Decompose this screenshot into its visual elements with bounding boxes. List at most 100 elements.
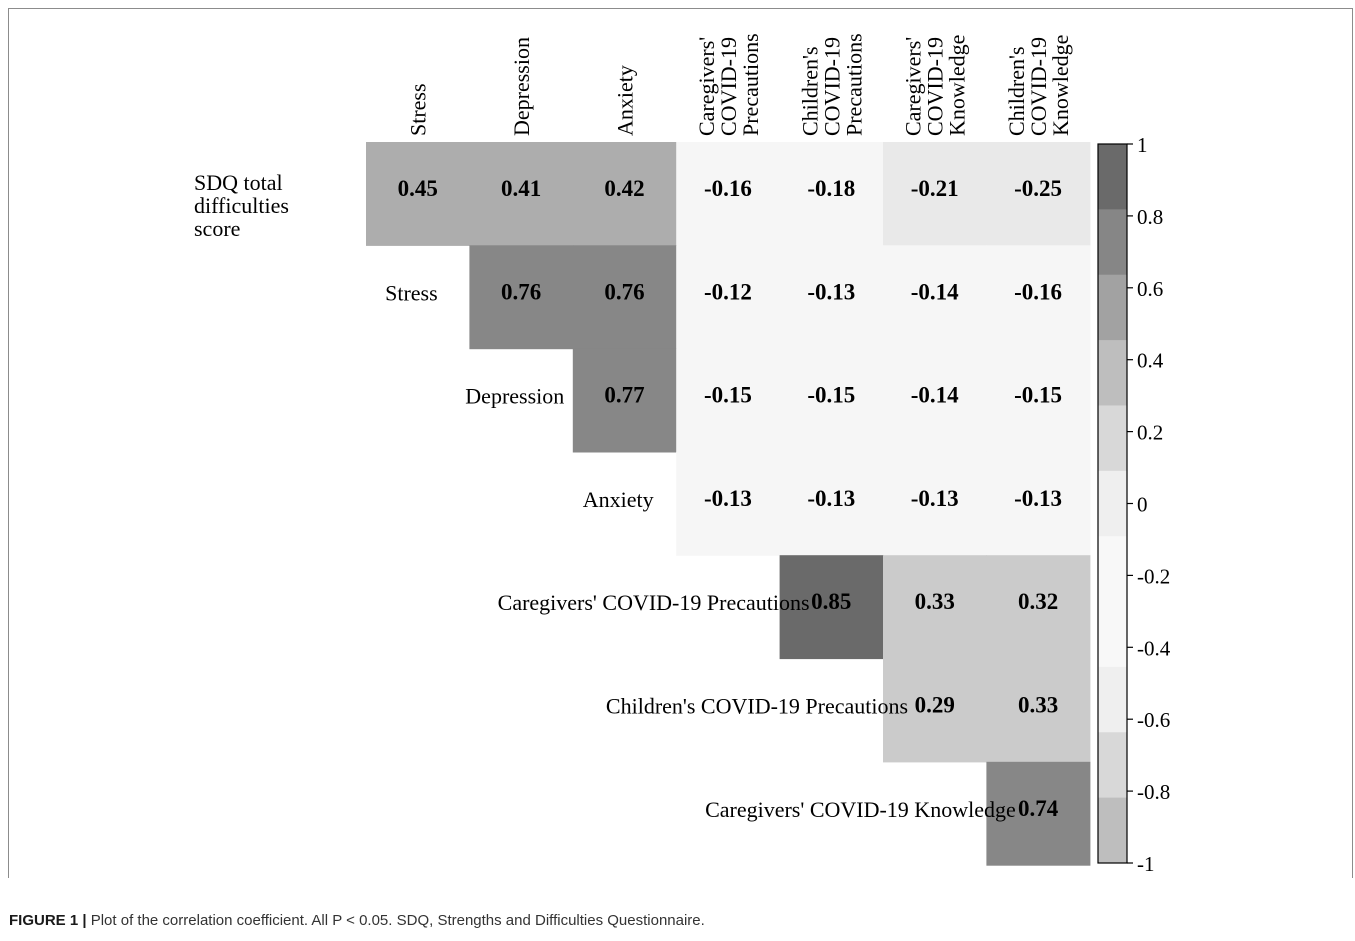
cell-value-label: 0.33 — [1018, 693, 1058, 718]
heatmap-cell — [779, 245, 884, 350]
cell-value-label: 0.76 — [501, 279, 541, 304]
cell-value-label: -0.12 — [704, 279, 752, 304]
column-header-covid-19: COVID-19 — [1026, 37, 1051, 136]
colorbar-tick-label: 0.8 — [1137, 205, 1163, 229]
colorbar-band — [1098, 209, 1127, 276]
heatmap-cell — [676, 348, 781, 453]
cell-value-label: 0.29 — [915, 693, 955, 718]
caption-lead: FIGURE 1 | — [9, 912, 87, 929]
column-header-stress: Stress — [406, 83, 431, 136]
cell-value-label: -0.14 — [911, 383, 959, 408]
colorbar-band — [1098, 797, 1127, 864]
column-header-children-s: Children's — [797, 46, 822, 136]
row-label-stress: Stress — [385, 280, 438, 305]
column-header-precautions: Precautions — [738, 33, 763, 136]
colorbar-band — [1098, 732, 1127, 799]
cell-value-label: 0.76 — [604, 279, 644, 304]
column-header-covid-19: COVID-19 — [923, 37, 948, 136]
heatmap-cell — [986, 451, 1091, 556]
colorbar-tick-label: -1 — [1137, 852, 1155, 876]
heatmap-cell — [469, 245, 574, 350]
colorbar-band — [1098, 666, 1127, 733]
cell-value-label: 0.45 — [398, 176, 438, 201]
cell-value-label: -0.15 — [807, 383, 855, 408]
heatmap-cell — [779, 555, 884, 660]
colorbar-band — [1098, 470, 1127, 537]
colorbar-tick-label: 0.2 — [1137, 421, 1163, 445]
row-label-score: score — [194, 216, 240, 241]
cell-value-label: 0.32 — [1018, 589, 1058, 614]
colorbar-band — [1098, 536, 1127, 602]
cell-value-label: -0.13 — [807, 486, 855, 511]
figure-frame — [8, 8, 1353, 878]
cell-value-label: -0.25 — [1014, 176, 1062, 201]
colorbar-tick-label: -0.4 — [1137, 636, 1171, 660]
colorbar-tick-label: 0 — [1137, 493, 1148, 517]
cell-value-label: -0.13 — [1014, 486, 1062, 511]
colorbar-band — [1098, 144, 1127, 210]
cell-value-label: 0.85 — [811, 589, 851, 614]
heatmap-cell — [572, 245, 677, 350]
cell-value-label: -0.13 — [704, 486, 752, 511]
column-header-children-s: Children's — [1004, 46, 1029, 136]
heatmap-cell — [986, 245, 1091, 350]
heatmap-cell — [572, 142, 677, 246]
correlation-heatmap: 0.45 0.41 0.42 -0.16 -0.18 -0.21 -0.250.76 0.76… — [194, 33, 1171, 876]
row-label-caregivers-covid-19-knowledge: Caregivers' COVID-19 Knowledge — [705, 797, 1016, 822]
column-header-depression: Depression — [509, 37, 534, 136]
cell-value-label: -0.13 — [807, 279, 855, 304]
column-header-caregivers: Caregivers' — [694, 37, 719, 136]
colorbar-band — [1098, 274, 1127, 341]
colorbar-tick-label: 0.6 — [1137, 277, 1163, 301]
heatmap-cell — [883, 348, 987, 453]
heatmap-cell — [676, 142, 781, 246]
cell-value-label: -0.18 — [807, 176, 855, 201]
heatmap-cell — [883, 142, 987, 246]
cell-value-label: 0.33 — [915, 589, 955, 614]
heatmap-cell — [986, 555, 1091, 660]
row-label-difficulties: difficulties — [194, 193, 289, 218]
colorbar-band — [1098, 601, 1127, 668]
heatmap-cell — [779, 348, 884, 453]
cell-value-label: -0.14 — [911, 279, 959, 304]
heatmap-cell — [572, 348, 677, 453]
heatmap-cell — [883, 245, 987, 350]
column-header-covid-19: COVID-19 — [716, 37, 741, 136]
cell-value-label: -0.15 — [704, 383, 752, 408]
row-label-sdq-total: SDQ total — [194, 170, 283, 195]
cell-value-label: 0.42 — [604, 176, 644, 201]
column-header-knowledge: Knowledge — [945, 35, 970, 136]
colorbar-band — [1098, 405, 1127, 472]
colorbar-tick-label: -0.6 — [1137, 708, 1170, 732]
colorbar-tick-label: 1 — [1137, 133, 1148, 157]
heatmap-cell — [883, 658, 987, 763]
heatmap-cell — [779, 451, 884, 556]
heatmap-cell — [986, 658, 1091, 763]
colorbar-tick-label: 0.4 — [1137, 349, 1164, 373]
heatmap-cell — [883, 451, 987, 556]
column-header-covid-19: COVID-19 — [819, 37, 844, 136]
colorbar-tick-label: -0.2 — [1137, 564, 1170, 588]
row-label-depression: Depression — [465, 384, 564, 409]
cell-value-label: 0.77 — [604, 383, 644, 408]
row-label-children-s-covid-19-precautions: Children's COVID-19 Precautions — [606, 694, 908, 719]
row-label-caregivers-covid-19-precautions: Caregivers' COVID-19 Precautions — [498, 590, 810, 615]
cell-value-label: -0.13 — [911, 486, 959, 511]
heatmap-cell — [469, 142, 574, 246]
heatmap-cell — [883, 555, 987, 660]
heatmap-cell — [986, 142, 1091, 246]
cell-value-label: -0.16 — [1014, 279, 1062, 304]
heatmap-cell — [366, 142, 470, 246]
heatmap-cell — [676, 451, 781, 556]
cell-value-label: 0.41 — [501, 176, 541, 201]
heatmap-cell — [986, 348, 1091, 453]
heatmap-cell — [986, 761, 1091, 866]
colorbar-band — [1098, 340, 1127, 406]
column-header-anxiety: Anxiety — [613, 65, 638, 136]
caption-text: Plot of the correlation coefficient. All… — [90, 912, 705, 929]
column-header-knowledge: Knowledge — [1048, 35, 1073, 136]
cell-value-label: -0.21 — [911, 176, 959, 201]
heatmap-cell — [779, 142, 884, 246]
column-header-caregivers: Caregivers' — [901, 37, 926, 136]
column-header-precautions: Precautions — [841, 33, 866, 136]
